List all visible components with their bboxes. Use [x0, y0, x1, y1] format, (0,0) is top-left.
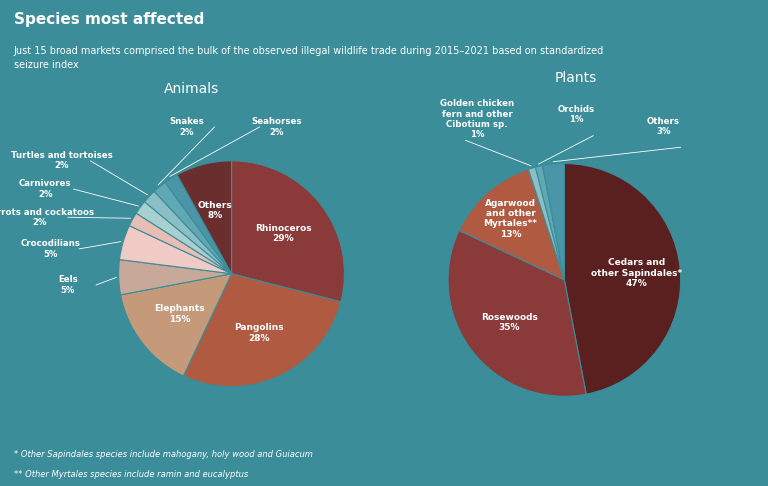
Text: Golden chicken
fern and other
Cibotium sp.
1%: Golden chicken fern and other Cibotium s… — [440, 99, 514, 139]
Text: Seahorses
2%: Seahorses 2% — [251, 117, 302, 137]
Text: Rhinoceros
29%: Rhinoceros 29% — [255, 224, 312, 243]
Wedge shape — [121, 274, 231, 376]
Wedge shape — [154, 182, 231, 274]
Wedge shape — [542, 163, 564, 280]
Text: Turtles and tortoises
2%: Turtles and tortoises 2% — [12, 151, 113, 171]
Wedge shape — [165, 175, 231, 274]
Wedge shape — [129, 213, 231, 274]
Title: Plants: Plants — [554, 71, 598, 86]
Text: Others
8%: Others 8% — [198, 201, 233, 220]
Text: Just 15 broad markets comprised the bulk of the observed illegal wildlife trade : Just 15 broad markets comprised the bulk… — [14, 46, 604, 70]
Wedge shape — [231, 161, 345, 302]
Text: Eels
5%: Eels 5% — [58, 276, 78, 295]
Text: * Other Sapindales species include mahogany, holy wood and Guiacum: * Other Sapindales species include mahog… — [14, 450, 313, 459]
Wedge shape — [120, 226, 231, 274]
Text: Carnivores
2%: Carnivores 2% — [19, 179, 71, 199]
Text: Agarwood
and other
Myrtales**
13%: Agarwood and other Myrtales** 13% — [484, 199, 538, 239]
Text: ** Other Myrtales species include ramin and eucalyptus: ** Other Myrtales species include ramin … — [14, 469, 248, 479]
Wedge shape — [177, 161, 231, 274]
Text: Parrots and cockatoos
2%: Parrots and cockatoos 2% — [0, 208, 94, 227]
Title: Animals: Animals — [164, 82, 220, 96]
Wedge shape — [535, 166, 564, 280]
Text: Crocodilians
5%: Crocodilians 5% — [21, 239, 81, 259]
Text: Snakes
2%: Snakes 2% — [169, 117, 204, 137]
Wedge shape — [564, 163, 680, 394]
Text: Pangolins
28%: Pangolins 28% — [234, 323, 284, 343]
Text: Elephants
15%: Elephants 15% — [154, 304, 205, 324]
Wedge shape — [136, 202, 231, 274]
Text: Others
3%: Others 3% — [647, 117, 680, 136]
Text: Rosewoods
35%: Rosewoods 35% — [481, 313, 538, 332]
Wedge shape — [448, 230, 586, 396]
Text: Species most affected: Species most affected — [14, 12, 204, 27]
Wedge shape — [118, 260, 231, 295]
Text: Orchids
1%: Orchids 1% — [558, 105, 594, 124]
Wedge shape — [144, 191, 231, 274]
Wedge shape — [459, 169, 564, 280]
Wedge shape — [184, 274, 341, 387]
Wedge shape — [528, 167, 564, 280]
Text: Cedars and
other Sapindales*
47%: Cedars and other Sapindales* 47% — [591, 258, 682, 288]
